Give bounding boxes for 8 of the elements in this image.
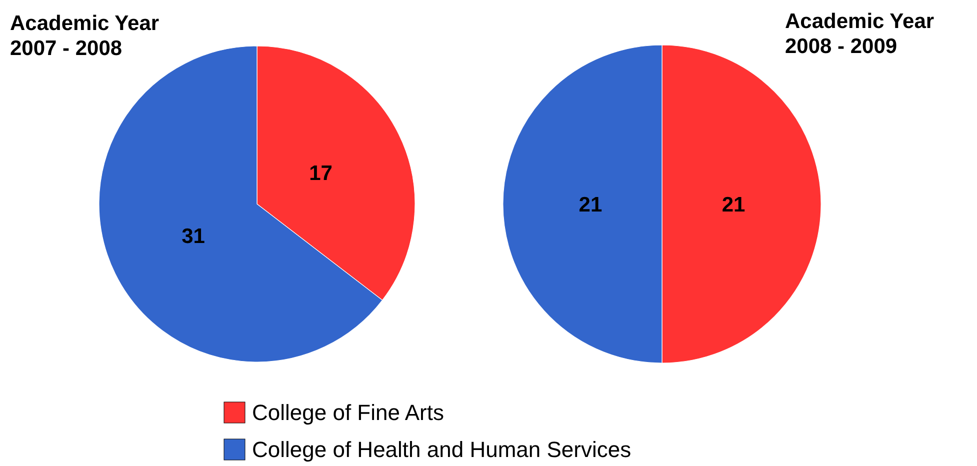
data-label: 31 [182,224,206,248]
chart-title: Academic Year 2007 - 2008 [10,12,160,60]
data-label: 21 [578,193,602,216]
data-label: 21 [722,193,746,216]
data-label: 17 [309,162,332,185]
legend-label: College of Fine Arts [252,400,444,425]
legend-label: College of Health and Human Services [252,437,632,462]
chart-title: Academic Year 2008 - 2009 [785,10,934,58]
